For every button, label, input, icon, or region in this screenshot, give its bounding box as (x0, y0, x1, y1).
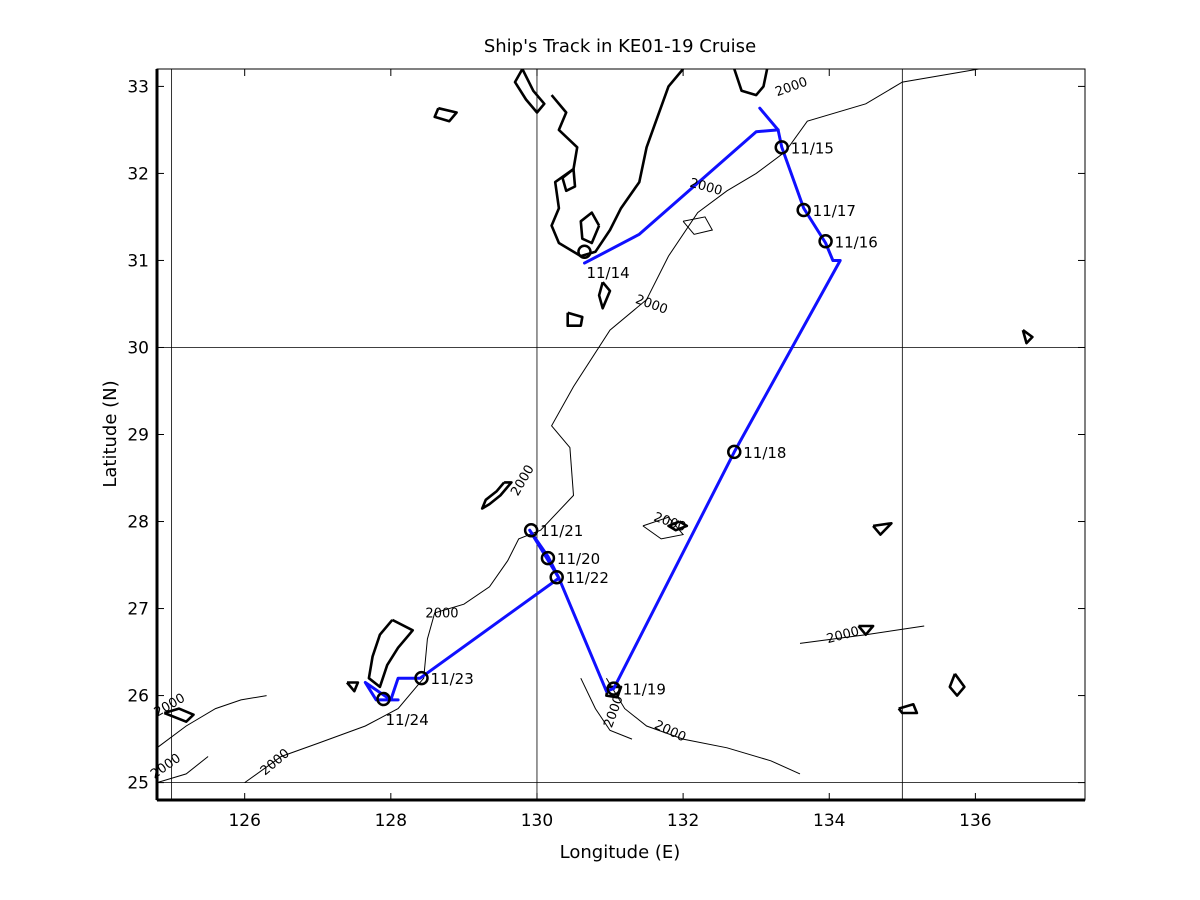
isobath-line (605, 677, 801, 775)
station-marker (414, 670, 429, 686)
contour-label: 2000 (601, 694, 626, 730)
coastlines (163, 69, 1034, 723)
coastline (367, 618, 414, 689)
station-date-label: 11/18 (743, 444, 786, 462)
contour-label: 2000 (508, 463, 538, 499)
station-date-label: 11/21 (540, 522, 583, 540)
isobath-contours (157, 69, 982, 784)
coastline (513, 69, 546, 114)
contour-label: 2000 (825, 624, 861, 647)
y-tick-label: 26 (127, 687, 149, 707)
station-date-label: 11/19 (623, 681, 666, 699)
isobath-line (157, 756, 209, 784)
station-marker (818, 234, 833, 249)
isobath-line (580, 677, 633, 740)
coastline (550, 69, 685, 258)
isobath-line (244, 69, 982, 784)
ship-track-spur (758, 106, 780, 132)
station-date-label: 11/22 (566, 569, 609, 587)
station-marker (606, 681, 621, 696)
x-tick-label: 134 (813, 811, 845, 831)
contour-label: 2000 (652, 718, 688, 746)
x-tick-label: 130 (521, 811, 553, 831)
contour-label: 2000 (148, 751, 184, 782)
y-tick-label: 32 (127, 164, 149, 184)
contour-label: 2000 (633, 292, 669, 317)
station-marker (523, 522, 539, 538)
coastline (579, 211, 601, 245)
y-tick-label: 33 (127, 77, 149, 97)
coastline (433, 106, 458, 123)
isobath-line (157, 695, 267, 749)
y-axis-title: Latitude (N) (100, 380, 121, 487)
contour-labels: 2000 2000 2000 2000 2000 2000 2000 2000 2000 2000… (148, 75, 861, 783)
coastline (667, 520, 689, 532)
x-tick-label: 126 (228, 811, 260, 831)
station-date-label: 11/20 (557, 550, 600, 568)
coastline (733, 69, 769, 97)
station-marker (376, 691, 391, 707)
station-marker (774, 140, 790, 155)
station-date-label: 11/23 (431, 670, 474, 688)
contour-label: 2000 (258, 746, 293, 779)
coastline (163, 707, 195, 723)
y-tick-label: 28 (127, 513, 149, 533)
isobath-line (682, 216, 714, 235)
contour-label: 2000 (425, 606, 458, 621)
coastline (872, 522, 893, 536)
coastline (566, 311, 584, 327)
coastline (561, 168, 577, 193)
station-marker (540, 550, 556, 566)
y-tick-label: 29 (127, 426, 149, 446)
station-marker (727, 444, 742, 460)
contour-label: 2000 (773, 75, 809, 100)
station-marker (577, 244, 592, 259)
station-markers: 11/14 11/15 11/16 11/17 11/18 11/19 11/20 11/21… (376, 139, 878, 729)
grid-lines (157, 69, 1085, 800)
y-tick-label: 25 (127, 774, 149, 794)
station-date-label: 11/17 (813, 202, 856, 220)
x-tick-label: 128 (375, 811, 407, 831)
y-tick-label: 30 (127, 338, 149, 358)
y-tick-label: 31 (127, 251, 149, 271)
contour-label: 2000 (688, 176, 724, 199)
station-date-label: 11/16 (835, 233, 878, 251)
contour-label: 2000 (652, 510, 688, 535)
coastline (597, 281, 612, 310)
coastline (346, 681, 360, 693)
station-date-label: 11/14 (586, 264, 629, 282)
coastline (857, 624, 875, 636)
coastline (480, 481, 513, 510)
station-date-label: 11/15 (791, 139, 834, 157)
station-marker (549, 569, 564, 585)
ship-track-line (363, 128, 842, 702)
coastline (605, 685, 623, 699)
coastline (1021, 329, 1034, 345)
axis-ticks: 126 128 130 132 134 136 25 26 27 28 29 30 31 32 33 (127, 69, 1085, 831)
chart-title: Ship's Track in KE01-19 Cruise (484, 36, 756, 57)
track-layer (363, 106, 842, 702)
station-date-label: 11/24 (386, 711, 429, 729)
coastline (897, 703, 919, 715)
y-tick-label: 27 (127, 600, 149, 620)
x-tick-label: 132 (667, 811, 699, 831)
coastline (948, 673, 966, 697)
station-marker (796, 202, 811, 218)
x-axis-title: Longitude (E) (560, 842, 681, 863)
isobath-line (642, 516, 685, 540)
x-tick-label: 136 (959, 811, 991, 831)
